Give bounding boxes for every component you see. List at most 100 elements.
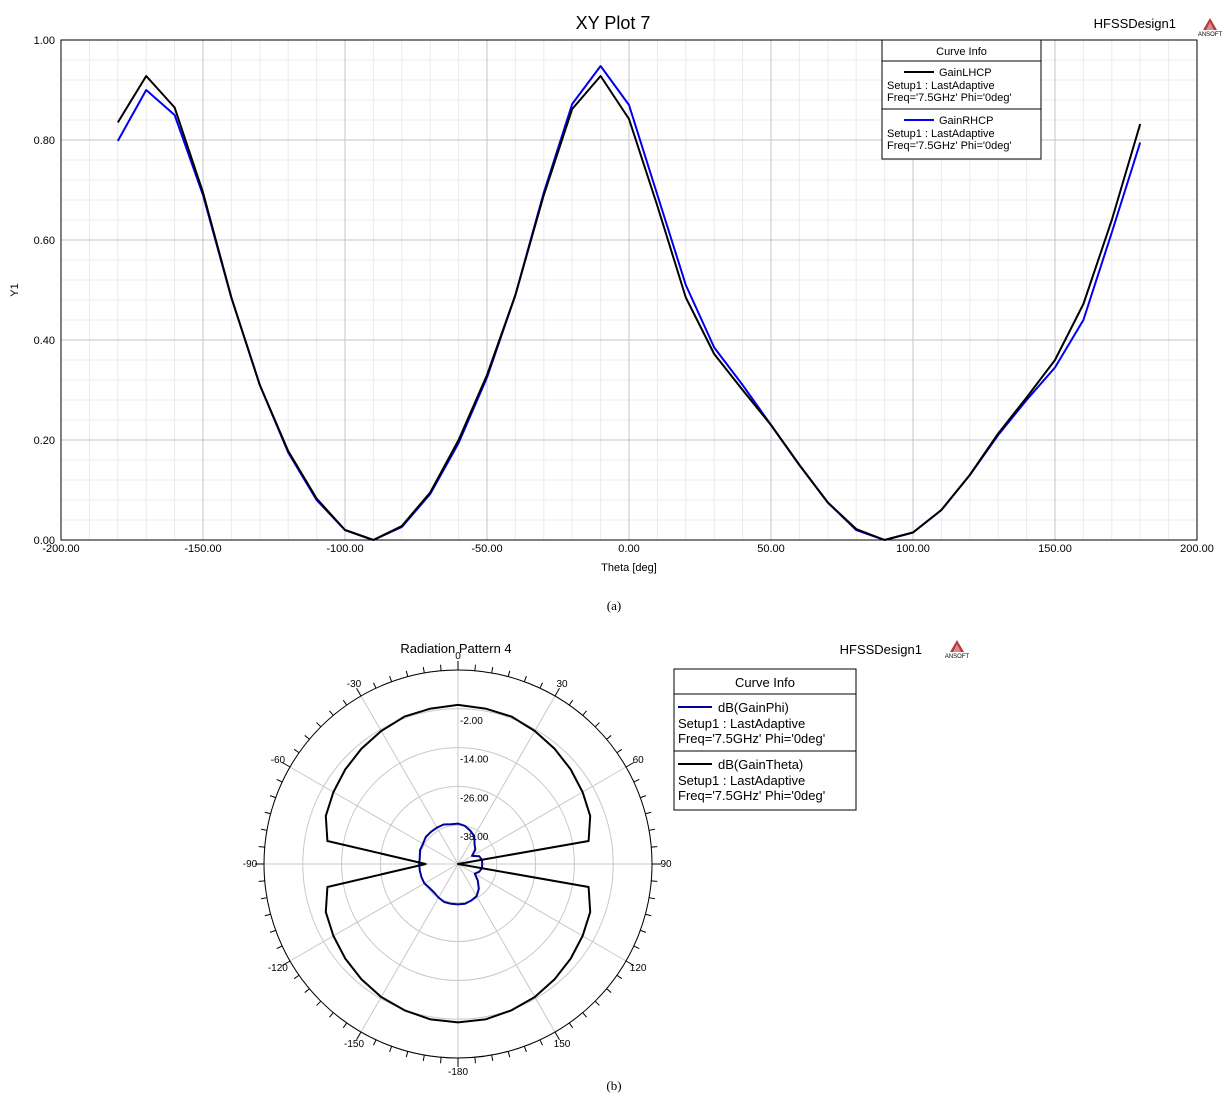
polar-legend-entry-detail: Freq='7.5GHz' Phi='0deg': [678, 731, 825, 746]
polar-spoke: [289, 863, 459, 962]
polar-angle-label: -120: [268, 963, 288, 974]
polar-tick: [258, 846, 265, 848]
polar-tick: [507, 1051, 511, 1058]
y-tick-label: 0.80: [34, 135, 55, 147]
polar-tick: [633, 945, 640, 949]
polar-tick: [625, 762, 635, 768]
polar-angle-label: 120: [630, 963, 647, 974]
polar-tick: [491, 666, 494, 674]
polar-tick: [648, 897, 656, 900]
polar-tick: [316, 1000, 322, 1006]
polar-tick: [264, 811, 271, 815]
polar-tick: [582, 1012, 587, 1018]
polar-spoke: [457, 766, 627, 865]
polar-design-name: HFSSDesign1: [840, 642, 922, 657]
polar-tick: [264, 913, 271, 917]
y-tick-label: 0.20: [34, 435, 55, 447]
polar-tick: [523, 1046, 527, 1053]
y-axis-label: Y1: [9, 283, 21, 296]
polar-radial-label: -14.00: [460, 755, 489, 766]
polar-tick: [304, 735, 310, 740]
polar-legend-entry-name: dB(GainPhi): [718, 700, 789, 715]
polar-tick: [474, 664, 476, 671]
polar-angle-label: 150: [554, 1039, 571, 1050]
polar-tick: [440, 664, 442, 671]
polar-tick: [293, 974, 300, 980]
ansoft-logo-text: ANSOFT: [945, 654, 970, 660]
polar-tick: [640, 795, 647, 799]
polar-tick: [594, 722, 600, 728]
polar-tick: [616, 748, 623, 754]
ansoft-logo-icon: [1206, 22, 1214, 30]
caption-a: (a): [606, 598, 622, 613]
polar-tick: [645, 811, 652, 815]
legend-entry-detail: Setup1 : LastAdaptive: [887, 128, 995, 140]
polar-tick: [405, 670, 409, 677]
y-tick-label: 0.40: [34, 335, 55, 347]
x-axis-label: Theta [deg]: [601, 562, 657, 574]
chart-title: XY Plot 7: [576, 13, 651, 33]
y-tick-label: 0.60: [34, 235, 55, 247]
polar-tick: [539, 682, 543, 689]
x-tick-label: -100.00: [326, 543, 363, 555]
polar-tick: [568, 699, 574, 706]
x-tick-label: 100.00: [896, 543, 930, 555]
xy-plot: -200.00 -150.00 -100.00 -50.00 0.00 50.00 100.…: [9, 13, 1222, 574]
polar-series-dB(GainTheta): [324, 703, 592, 1024]
legend-entry-name: GainRHCP: [939, 115, 993, 127]
polar-tick: [507, 670, 511, 677]
polar-angle-label: -180: [448, 1067, 468, 1078]
plot-frame: [60, 39, 1198, 541]
x-tick-label: -200.00: [42, 543, 79, 555]
legend-entry-detail: Freq='7.5GHz' Phi='0deg': [887, 92, 1012, 104]
polar-tick: [329, 710, 334, 716]
polar-angle-label: -30: [347, 679, 362, 690]
polar-legend-entry-detail: Setup1 : LastAdaptive: [678, 773, 805, 788]
x-tick-label: 50.00: [757, 543, 785, 555]
polar-tick: [260, 897, 268, 900]
legend-entry-detail: Freq='7.5GHz' Phi='0deg': [887, 140, 1012, 152]
polar-spoke: [360, 863, 459, 1033]
polar-tick: [539, 1039, 543, 1046]
polar-angle-label: -60: [271, 755, 286, 766]
x-tick-label: -50.00: [471, 543, 502, 555]
polar-tick: [594, 1000, 600, 1006]
polar-radial-label: -26.00: [460, 793, 489, 804]
polar-tick: [329, 1012, 334, 1018]
polar-angle-label: 90: [660, 859, 672, 870]
polar-tick: [260, 828, 268, 831]
polar-tick: [281, 960, 291, 966]
polar-tick: [640, 929, 647, 933]
polar-tick: [342, 1022, 348, 1029]
polar-tick: [606, 735, 612, 740]
polar-tick: [422, 666, 425, 674]
polar-tick: [625, 960, 635, 966]
polar-spoke: [457, 863, 627, 962]
polar-chart-title: Radiation Pattern 4: [400, 641, 511, 656]
polar-tick: [422, 1054, 425, 1062]
polar-tick: [633, 779, 640, 783]
polar-tick: [554, 1031, 560, 1041]
polar-spoke: [289, 766, 459, 865]
design-name: HFSSDesign1: [1094, 16, 1176, 31]
polar-tick: [389, 675, 393, 682]
caption-b: (b): [606, 1078, 622, 1093]
polar-tick: [373, 682, 377, 689]
polar-series-dB(GainPhi): [418, 822, 484, 906]
polar-tick: [316, 722, 322, 728]
x-tick-label: 200.00: [1180, 543, 1214, 555]
polar-tick: [269, 929, 276, 933]
x-tick-label: 0.00: [618, 543, 639, 555]
polar-tick: [491, 1054, 494, 1062]
polar-tick: [523, 675, 527, 682]
polar-tick: [373, 1039, 377, 1046]
polar-tick: [304, 988, 310, 993]
x-tick-label: -150.00: [184, 543, 221, 555]
polar-tick: [356, 687, 362, 697]
polar-tick: [606, 988, 612, 993]
polar-tick: [440, 1057, 442, 1064]
polar-tick: [293, 748, 300, 754]
y-tick-label: 1.00: [34, 35, 55, 47]
polar-tick: [276, 945, 283, 949]
polar-spoke: [457, 863, 556, 1033]
